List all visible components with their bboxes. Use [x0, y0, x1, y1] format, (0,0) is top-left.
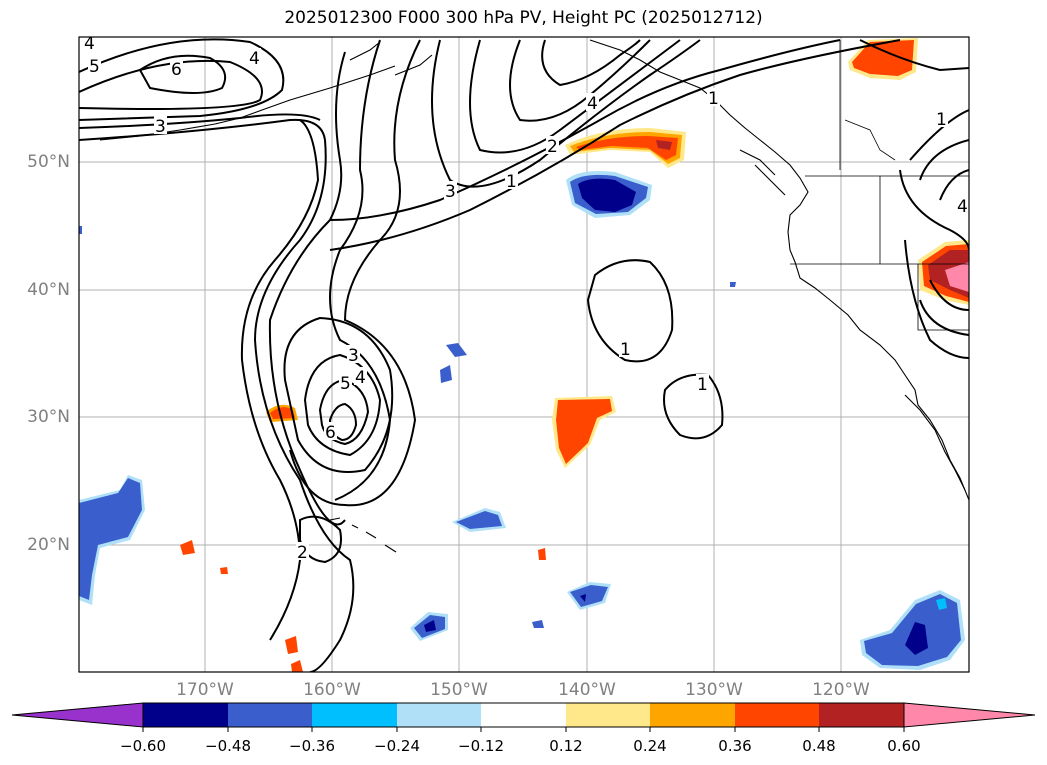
contour-label: 4 — [249, 49, 260, 69]
contour-labels: 4 5 6 4 3 4 2 1 3 1 3 4 5 6 — [83, 34, 969, 563]
colorbar — [11, 702, 1036, 732]
contour-label: 5 — [89, 57, 100, 77]
lon-label-170w: 170°W — [176, 680, 234, 700]
map-frame — [78, 36, 970, 673]
pv-negative-anomalies — [79, 171, 965, 670]
lon-label-120w: 120°W — [812, 680, 870, 700]
lat-label-40n: 40°N — [27, 280, 70, 300]
colorbar-tick-label: −0.36 — [289, 737, 335, 755]
lat-label-20n: 20°N — [27, 535, 70, 555]
colorbar-tick-label: 0.12 — [549, 737, 583, 755]
contour-label: 4 — [355, 368, 366, 388]
contour-label: 5 — [340, 374, 351, 394]
colorbar-tick-label: −0.24 — [374, 737, 420, 755]
contour-label: 6 — [325, 423, 336, 443]
map-title: 2025012300 F000 300 hPa PV, Height PC (2… — [284, 8, 763, 28]
colorbar-tick-label: 0.36 — [718, 737, 752, 755]
lon-label-130w: 130°W — [685, 680, 743, 700]
political-borders — [790, 40, 969, 331]
contour-label: 1 — [936, 110, 947, 130]
contour-label: 1 — [620, 340, 631, 360]
map-area — [79, 37, 969, 672]
contour-label: 4 — [587, 94, 598, 114]
lat-label-30n: 30°N — [27, 407, 70, 427]
contour-label: 2 — [297, 543, 308, 563]
contour-label: 1 — [697, 375, 708, 395]
gridlines — [79, 37, 969, 672]
contour-label: 6 — [171, 60, 182, 80]
lon-label-150w: 150°W — [430, 680, 488, 700]
colorbar-tick-label: 0.48 — [802, 737, 836, 755]
contour-label: 2 — [547, 137, 558, 157]
colorbar-tick-label: 0.24 — [633, 737, 667, 755]
pv-positive-anomalies — [180, 38, 969, 672]
contour-label: 3 — [445, 182, 456, 202]
contour-label: 3 — [155, 117, 166, 137]
colorbar-tick-label: −0.12 — [458, 737, 504, 755]
lat-label-50n: 50°N — [27, 152, 70, 172]
contour-label: 1 — [708, 89, 719, 109]
lon-label-140w: 140°W — [558, 680, 616, 700]
contour-label: 4 — [84, 34, 95, 54]
contour-label: 4 — [957, 197, 968, 217]
lon-label-160w: 160°W — [303, 680, 361, 700]
contour-label: 3 — [348, 346, 359, 366]
colorbar-tick-label: 0.60 — [887, 737, 921, 755]
colorbar-tick-label: −0.60 — [120, 737, 166, 755]
contour-label: 1 — [506, 172, 517, 192]
colorbar-tick-label: −0.48 — [205, 737, 251, 755]
